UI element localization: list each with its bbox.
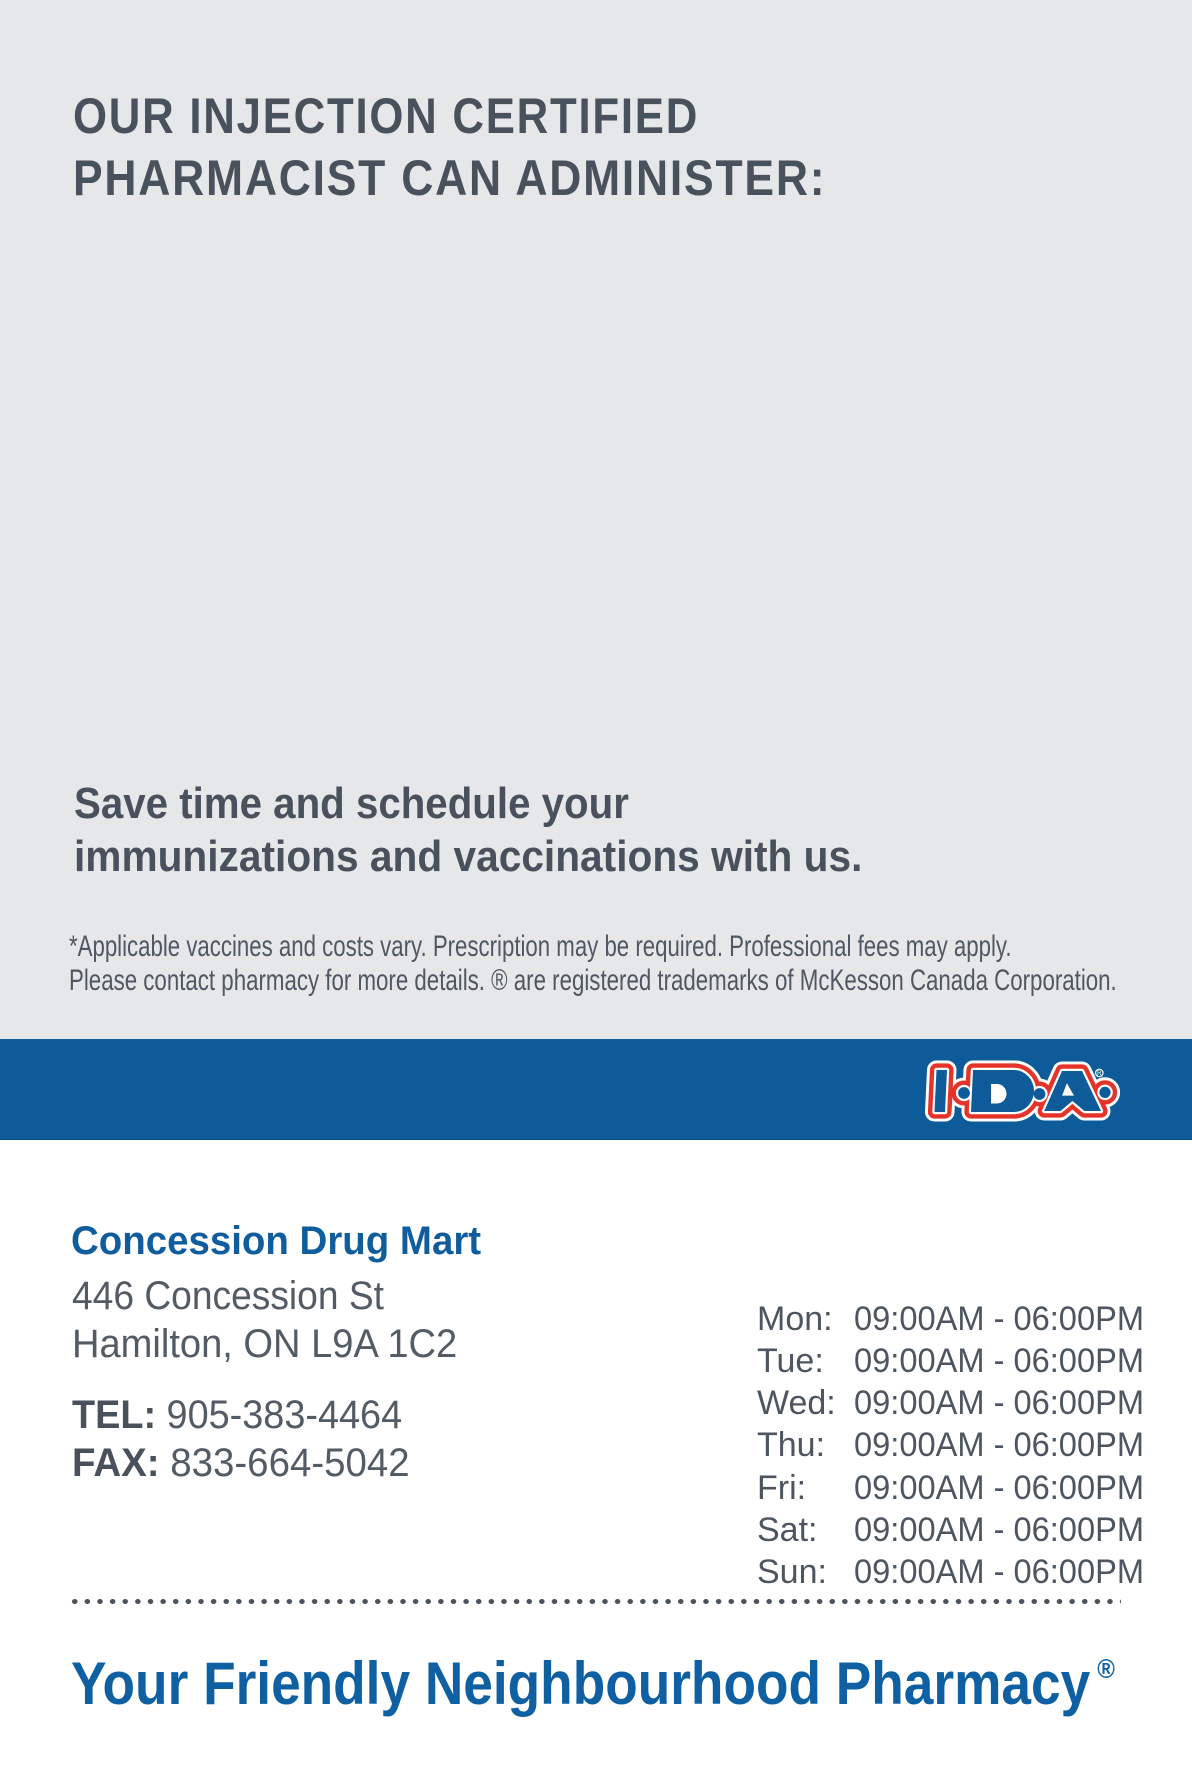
svg-text:R: R xyxy=(1097,1071,1102,1077)
